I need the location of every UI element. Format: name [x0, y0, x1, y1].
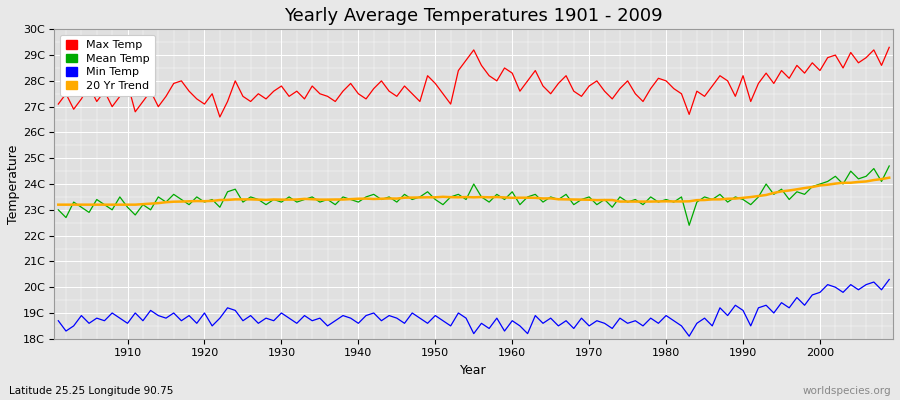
Y-axis label: Temperature: Temperature [7, 144, 20, 224]
X-axis label: Year: Year [461, 364, 487, 377]
Text: Latitude 25.25 Longitude 90.75: Latitude 25.25 Longitude 90.75 [9, 386, 174, 396]
Title: Yearly Average Temperatures 1901 - 2009: Yearly Average Temperatures 1901 - 2009 [284, 7, 663, 25]
Text: worldspecies.org: worldspecies.org [803, 386, 891, 396]
Legend: Max Temp, Mean Temp, Min Temp, 20 Yr Trend: Max Temp, Mean Temp, Min Temp, 20 Yr Tre… [60, 35, 155, 96]
